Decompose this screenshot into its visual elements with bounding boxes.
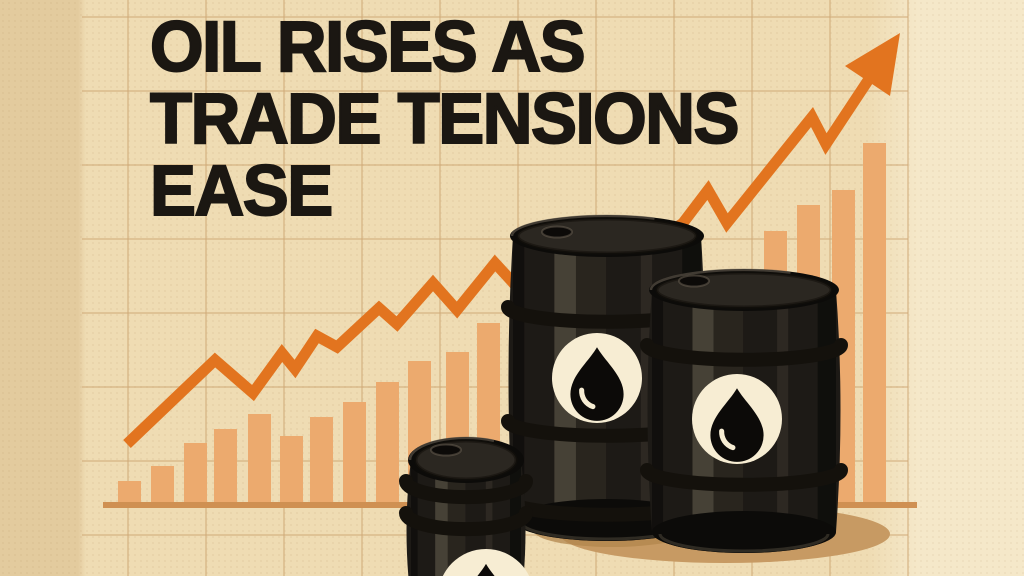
trend-line [123,75,874,448]
oil-barrel-front [399,436,533,576]
bar [184,443,207,506]
bung-cap-icon [541,225,573,239]
bung-cap-icon [678,274,710,288]
headline-line-2: TRADE TENSIONS [149,80,740,159]
oil-drop-icon [477,563,495,576]
bar [214,429,237,506]
barrel-rib [399,474,533,505]
bar [310,417,333,506]
bar [863,143,886,506]
barrel-rib [399,506,533,537]
trend-arrow-icon [845,33,900,96]
bar [376,382,399,506]
barrel-rib [640,338,848,367]
barrel-rib [640,463,848,492]
bar [280,436,303,506]
headline-line-1: OIL RISES AS [149,8,587,87]
bung-cap-icon [430,443,462,457]
headline-line-3: EASE [149,152,334,231]
oil-drop-badge [442,549,530,576]
oil-barrel-right [640,268,848,553]
headline: OIL RISES AS TRADE TENSIONS EASE [149,8,740,231]
bar [248,414,271,506]
bar [151,466,174,506]
bar [343,402,366,506]
bar [118,481,141,506]
